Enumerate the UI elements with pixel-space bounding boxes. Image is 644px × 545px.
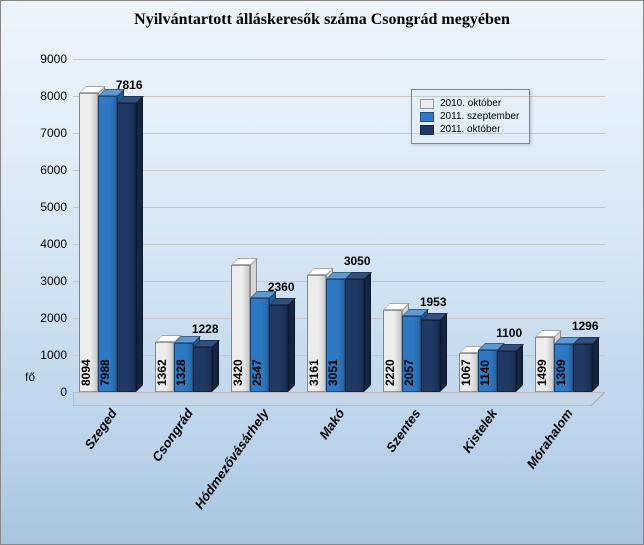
y-tick-label: 8000 [40,89,67,103]
legend-label: 2011. szeptember [440,111,519,122]
bar: 1296 [573,344,592,392]
legend-item: 2011. október [420,124,519,135]
bar-value-label: 1228 [192,322,219,336]
legend-item: 2011. szeptember [420,111,519,122]
bar-group: 342025472360Hódmezővásárhely [225,59,301,392]
bar: 7816 [117,103,136,392]
y-tick-label: 3000 [40,274,67,288]
bar-value-label: 3051 [326,359,340,386]
bar: 2057 [402,316,421,392]
bar: 1499 [535,337,554,392]
y-tick-label: 5000 [40,200,67,214]
bar: 1140 [478,350,497,392]
bar: 8094 [79,93,98,392]
y-axis-title: fő [25,370,35,384]
bar-value-label: 1296 [572,319,599,333]
chart-floor [73,392,605,406]
x-tick-label: Szentes [383,406,423,455]
y-tick-label: 4000 [40,237,67,251]
y-tick-label: 9000 [40,52,67,66]
bar: 1953 [421,320,440,392]
bar: 1328 [174,343,193,392]
legend-label: 2011. október [440,124,500,135]
bar: 1309 [554,344,573,392]
bar-value-label: 2360 [268,280,295,294]
bar-value-label: 1953 [420,295,447,309]
bar: 3420 [231,265,250,392]
x-tick-label: Hódmezővásárhely [192,406,272,512]
bar: 3050 [345,279,364,392]
legend-swatch [420,112,434,122]
bar-value-label: 1309 [554,359,568,386]
bar: 3051 [326,279,345,392]
bar: 1228 [193,347,212,392]
bar: 7988 [98,96,117,392]
x-tick-label: Szeged [81,406,119,452]
bar-value-label: 3420 [231,359,245,386]
bar-value-label: 1328 [174,359,188,386]
bar-group: 316130513050Makó [301,59,377,392]
bar-value-label: 3161 [307,359,321,386]
bar-value-label: 1499 [535,359,549,386]
bar-value-label: 8094 [79,359,93,386]
bar: 1067 [459,353,478,392]
y-tick-label: 7000 [40,126,67,140]
x-tick-label: Mórahalom [524,406,576,471]
chart-title: Nyilvántartott álláskeresők száma Csongr… [1,11,643,29]
bar-value-label: 2057 [402,359,416,386]
x-tick-label: Makó [316,406,347,442]
legend-swatch [420,99,434,109]
y-tick-label: 0 [60,385,67,399]
x-tick-label: Csongrád [149,406,196,464]
bar-value-label: 1140 [478,360,492,386]
bar-value-label: 3050 [344,254,371,268]
bar-group: 136213281228Csongrád [149,59,225,392]
bar: 2360 [269,305,288,392]
legend: 2010. október 2011. szeptember 2011. októb… [411,89,530,144]
bar: 3161 [307,275,326,392]
bar-value-label: 1067 [459,359,473,386]
bar-value-label: 7988 [98,359,112,386]
gridline [73,392,605,393]
bar-value-label: 2220 [383,359,397,386]
x-tick-label: Kistelek [459,406,500,455]
bar-value-label: 2547 [250,359,264,386]
bar: 2547 [250,298,269,392]
bar-value-label: 1100 [496,326,522,340]
bar: 1362 [155,342,174,392]
bar-value-label: 7816 [116,78,143,92]
chart-frame: Nyilvántartott álláskeresők száma Csongr… [0,0,644,545]
bar-group: 149913091296Mórahalom [529,59,605,392]
bar: 1100 [497,351,516,392]
bar-group: 809479887816Szeged [73,59,149,392]
legend-label: 2010. október [440,98,501,109]
legend-swatch [420,125,434,135]
bar-value-label: 1362 [155,359,169,386]
y-tick-label: 6000 [40,163,67,177]
y-tick-label: 1000 [40,348,67,362]
y-tick-label: 2000 [40,311,67,325]
legend-item: 2010. október [420,98,519,109]
bar: 2220 [383,310,402,392]
